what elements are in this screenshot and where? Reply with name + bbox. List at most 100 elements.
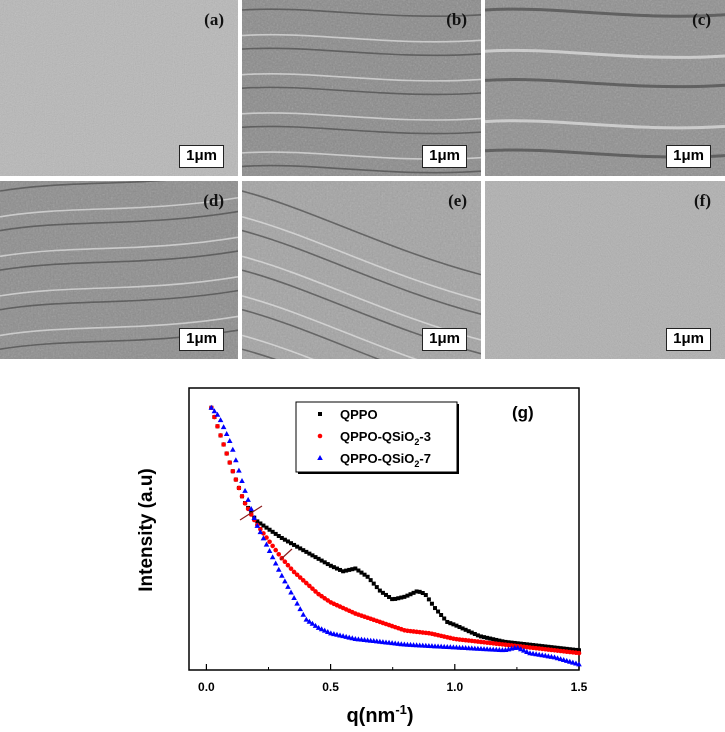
panel-label: (d)	[203, 191, 224, 210]
data-point	[251, 514, 258, 520]
legend-marker	[317, 433, 323, 439]
sem-panel-c: (c) 1μm	[485, 0, 725, 176]
data-point	[517, 646, 524, 652]
data-point	[267, 527, 272, 532]
data-point	[442, 616, 447, 621]
data-point	[295, 544, 300, 549]
data-point	[573, 647, 578, 652]
data-point	[359, 570, 364, 575]
sem-streak	[242, 348, 277, 359]
data-point	[282, 537, 287, 542]
data-point	[230, 468, 236, 474]
data-point	[312, 622, 319, 628]
data-point	[560, 657, 567, 663]
data-point	[341, 569, 346, 574]
sem-streak	[485, 48, 725, 59]
data-point	[208, 404, 215, 410]
plot-frame	[188, 387, 580, 671]
data-point	[494, 637, 499, 642]
annotation-tick-1	[239, 505, 263, 521]
panel-label: (b)	[446, 10, 467, 29]
data-point	[273, 531, 278, 536]
sem-streak	[0, 289, 238, 311]
data-point	[297, 606, 304, 612]
data-point	[423, 593, 428, 598]
data-point	[554, 655, 561, 661]
sem-streak	[242, 334, 315, 359]
data-point	[475, 633, 480, 638]
sem-streak	[485, 119, 725, 130]
data-point	[289, 541, 294, 546]
data-point	[570, 659, 576, 665]
x-tick-label: 0.0	[198, 680, 215, 694]
x-tick-label: 0.5	[322, 680, 339, 694]
sem-streak	[0, 196, 238, 218]
data-point	[396, 596, 401, 601]
sem-streak	[0, 315, 238, 337]
data-point	[472, 631, 477, 636]
data-point	[383, 592, 388, 597]
data-point	[309, 620, 316, 626]
data-point	[269, 554, 276, 560]
data-point	[273, 547, 278, 553]
scale-bar-label: 1μm	[666, 328, 711, 351]
data-point	[220, 424, 227, 430]
data-point	[500, 639, 505, 644]
sem-streak	[242, 164, 481, 174]
data-point	[245, 496, 251, 502]
data-point	[264, 525, 269, 530]
data-point	[576, 650, 582, 656]
data-point	[328, 563, 333, 568]
data-point	[292, 542, 297, 547]
data-point	[457, 625, 462, 630]
data-point	[236, 467, 242, 473]
data-point	[558, 646, 563, 651]
scale-bar-label: 1μm	[666, 145, 711, 168]
y-axis-label: Intensity (a.u)	[136, 468, 157, 592]
data-point	[315, 624, 322, 630]
sem-streak	[0, 236, 238, 258]
data-point	[300, 578, 306, 583]
data-point	[365, 574, 370, 579]
data-point	[322, 560, 327, 565]
data-point	[233, 477, 239, 482]
data-point	[420, 591, 425, 596]
data-point	[546, 644, 551, 649]
data-point	[543, 644, 548, 649]
data-point	[223, 431, 230, 437]
data-point	[503, 639, 508, 644]
data-point	[436, 609, 441, 614]
data-point	[374, 585, 379, 590]
data-point	[257, 529, 264, 535]
data-point	[491, 637, 496, 642]
data-point	[353, 566, 358, 571]
sem-streak	[242, 47, 481, 57]
data-point	[531, 643, 536, 648]
data-point	[239, 493, 245, 499]
data-point	[561, 646, 566, 651]
data-point	[304, 580, 309, 586]
data-point	[285, 539, 290, 544]
data-point	[551, 654, 558, 660]
data-point	[291, 595, 297, 601]
data-point	[564, 646, 569, 651]
data-point	[387, 595, 392, 600]
data-point	[377, 588, 382, 593]
sem-streak	[242, 112, 481, 121]
data-point	[279, 572, 285, 578]
sem-streak	[242, 86, 481, 96]
annotation-tick-2	[279, 548, 293, 561]
data-point	[469, 630, 474, 635]
sem-panel-e: (e) 1μm	[242, 181, 481, 359]
data-point	[411, 590, 416, 595]
data-point	[270, 529, 275, 534]
data-point	[325, 562, 330, 567]
sem-streak	[242, 190, 481, 276]
panel-label: (a)	[204, 10, 224, 29]
data-point	[261, 523, 266, 528]
data-point	[282, 559, 288, 565]
legend-label: QPPO-QSiO2-7	[340, 451, 431, 469]
data-point	[285, 583, 291, 589]
data-point	[512, 640, 517, 645]
data-point	[362, 572, 367, 577]
